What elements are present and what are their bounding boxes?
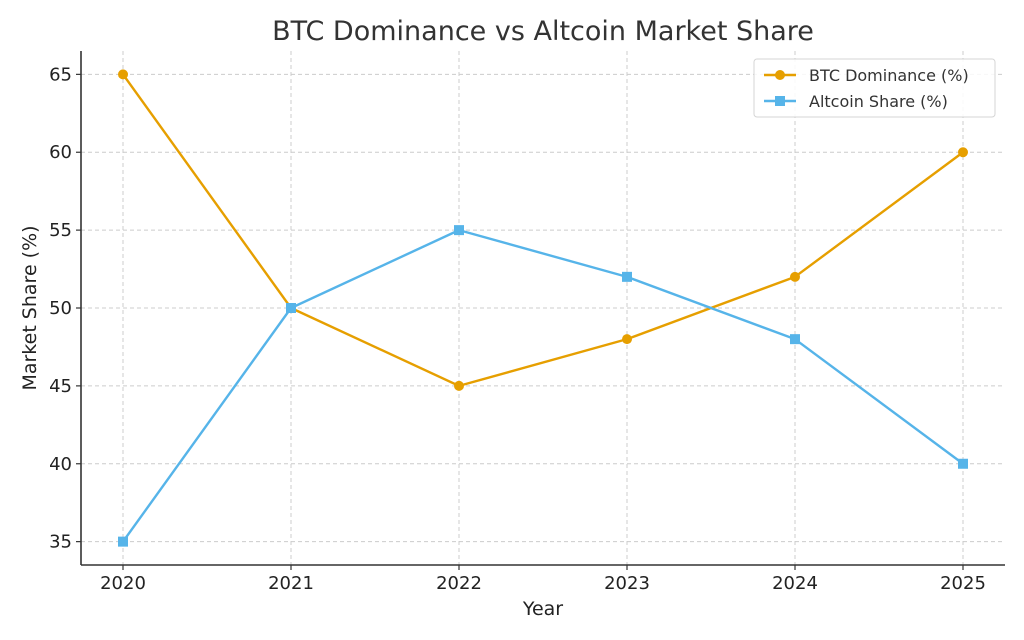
series-1-point xyxy=(622,271,632,282)
series-line-1 xyxy=(122,228,964,543)
y-tick-label: 55 xyxy=(49,220,72,241)
y-tick-label: 45 xyxy=(49,376,72,397)
legend-marker-1 xyxy=(775,96,785,106)
x-tick-label: 2023 xyxy=(604,573,650,594)
legend-marker-0 xyxy=(775,70,785,80)
y-tick-label: 65 xyxy=(49,64,72,85)
series-0-point xyxy=(958,147,968,158)
series-1-point xyxy=(958,458,968,469)
series-0-point xyxy=(622,334,632,345)
series-layer xyxy=(118,69,968,547)
y-tick-label: 40 xyxy=(49,454,72,475)
series-0-point xyxy=(118,69,128,80)
legend-label-1: Altcoin Share (%) xyxy=(809,92,948,111)
y-axis-label: Market Share (%) xyxy=(19,225,41,390)
x-tick-label: 2020 xyxy=(100,573,146,594)
series-1-point xyxy=(118,536,128,547)
axes: 2020 2021 2022 2023 2024 2025 35 40 45 50 55 60 65 xyxy=(49,51,1005,594)
x-tick-label: 2021 xyxy=(268,573,314,594)
series-0-point xyxy=(790,271,800,282)
x-tick-label: 2025 xyxy=(940,573,986,594)
y-tick-label: 35 xyxy=(49,532,72,553)
series-0-point xyxy=(454,380,464,391)
series-1-point xyxy=(790,334,800,345)
series-1-point xyxy=(286,303,296,313)
series-line-0 xyxy=(122,73,964,388)
chart-title: BTC Dominance vs Altcoin Market Share xyxy=(272,16,814,47)
y-tick-label: 50 xyxy=(49,298,72,319)
legend: BTC Dominance (%) Altcoin Share (%) xyxy=(753,58,996,118)
legend-label-0: BTC Dominance (%) xyxy=(809,66,969,85)
x-tick-label: 2022 xyxy=(436,573,482,594)
x-tick-label: 2024 xyxy=(772,573,818,594)
x-axis-label: Year xyxy=(522,598,563,620)
grid xyxy=(81,51,1005,565)
legend-box xyxy=(753,58,996,118)
y-tick-label: 60 xyxy=(49,142,72,163)
series-1-point xyxy=(454,225,464,236)
